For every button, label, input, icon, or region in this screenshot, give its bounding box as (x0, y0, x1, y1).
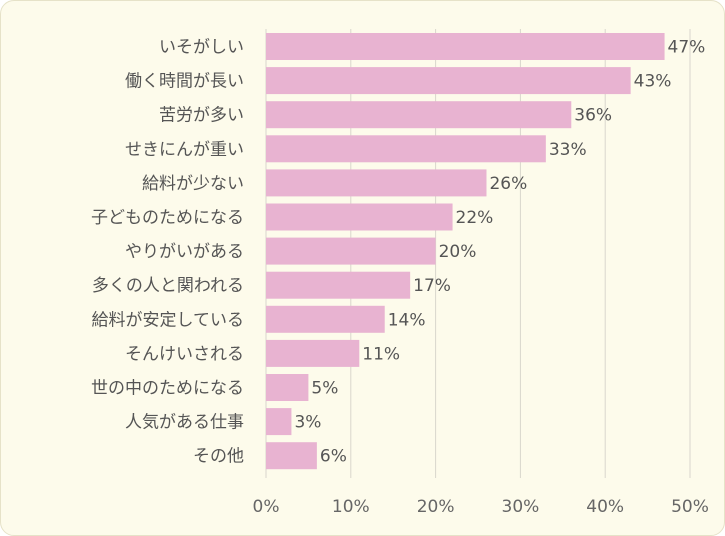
value-label: 17% (413, 276, 451, 296)
x-tick-label: 40% (586, 497, 624, 517)
bar (266, 237, 436, 265)
category-label: いそがしい (159, 38, 244, 58)
bar (266, 135, 546, 163)
value-label: 33% (549, 140, 587, 160)
bar (266, 339, 360, 367)
category-label: やりがいがある (125, 242, 244, 262)
category-label: 子どものためになる (91, 208, 244, 228)
category-label: 働く時間が長い (125, 72, 244, 92)
category-label: 人気がある仕事 (125, 413, 244, 433)
x-tick-label: 0% (253, 497, 280, 517)
value-labels: 47% 43% 36% 33% 26% 22% 20% 17% 14% 11% 5% 3% 6% (294, 38, 705, 467)
value-label: 26% (489, 174, 527, 194)
category-label: その他 (193, 447, 244, 467)
value-label: 36% (574, 106, 612, 126)
value-label: 11% (362, 344, 400, 364)
value-label: 3% (294, 413, 321, 433)
value-label: 6% (320, 447, 347, 467)
category-label: そんけいされる (125, 344, 244, 364)
value-label: 20% (439, 242, 477, 262)
category-label: 世の中のためになる (91, 379, 244, 399)
bar (266, 271, 411, 299)
bar (266, 169, 487, 197)
value-label: 5% (311, 379, 338, 399)
bar (266, 305, 385, 333)
category-label: 多くの人と関われる (92, 276, 244, 296)
value-label: 47% (668, 38, 706, 58)
category-labels: いそがしい働く時間が長い苦労が多いせきにんが重い給料が少ない子どものためになるや… (91, 38, 244, 467)
bar (266, 374, 309, 401)
bar (266, 203, 453, 231)
bar (266, 442, 317, 470)
category-label: 給料が安定している (92, 310, 245, 330)
value-label: 43% (634, 72, 672, 92)
x-tick-label: 20% (417, 497, 455, 517)
bar (266, 101, 572, 129)
bar (266, 33, 665, 60)
x-tick-label: 50% (671, 497, 709, 517)
x-tick-label: 10% (332, 497, 370, 517)
category-label: 苦労が多い (159, 106, 244, 126)
category-label: せきにんが重い (125, 140, 244, 160)
bar (266, 67, 631, 95)
x-tick-label: 30% (502, 497, 540, 517)
bars (266, 33, 665, 470)
value-label: 22% (456, 208, 494, 228)
x-axis-tick-labels: 0% 10% 20% 30% 40% 50% (253, 497, 709, 517)
bar (266, 408, 292, 436)
value-label: 14% (388, 310, 426, 330)
category-label: 給料が少ない (142, 174, 244, 194)
